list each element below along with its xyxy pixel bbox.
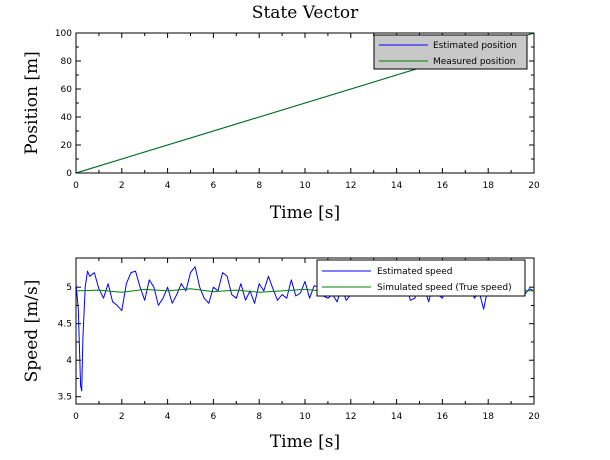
position-chart: State Vector 0 2 4 6 8 10 12 14 16 18 20 0 20 40 60 80 1… xyxy=(22,3,540,223)
x-tick-label: 6 xyxy=(211,181,217,191)
x-tick-label: 12 xyxy=(345,412,356,422)
x-tick-label: 0 xyxy=(73,412,79,422)
legend-label-simulated-speed: Simulated speed (True speed) xyxy=(377,283,512,293)
x-tick-label: 2 xyxy=(119,412,125,422)
x-tick-label: 2 xyxy=(119,181,125,191)
y-tick-label: 100 xyxy=(55,29,72,39)
speed-chart: 0 2 4 6 8 10 12 14 16 18 20 3.5 4 4.5 5 Time [s] Speed… xyxy=(22,257,540,452)
x-tick-label: 0 xyxy=(73,181,79,191)
x-tick-label: 10 xyxy=(299,181,311,191)
x-tick-label: 8 xyxy=(256,181,262,191)
x-tick-label: 8 xyxy=(256,412,262,422)
legend: Estimated speed Simulated speed (True sp… xyxy=(316,259,526,297)
x-tick-label: 20 xyxy=(528,412,540,422)
x-tick-label: 12 xyxy=(345,181,356,191)
chart-title: State Vector xyxy=(252,3,359,23)
legend-box xyxy=(316,259,526,297)
x-tick-label: 16 xyxy=(437,181,449,191)
x-axis-label: Time [s] xyxy=(270,432,340,452)
y-tick-label: 4.5 xyxy=(58,320,72,330)
x-axis-label: Time [s] xyxy=(270,203,340,223)
x-tick-label: 16 xyxy=(437,412,449,422)
x-tick-label: 20 xyxy=(528,181,540,191)
x-tick-label: 4 xyxy=(165,181,171,191)
legend-label-estimated-speed: Estimated speed xyxy=(377,267,453,277)
x-tick-label: 14 xyxy=(391,412,403,422)
y-axis-label: Speed [m/s] xyxy=(22,280,42,383)
legend-label-measured-position: Measured position xyxy=(433,57,515,67)
y-tick-label: 4 xyxy=(66,356,72,366)
legend: Estimated position Measured position xyxy=(373,34,528,70)
y-tick-label: 5 xyxy=(66,283,72,293)
x-tick-label: 18 xyxy=(482,181,494,191)
legend-box xyxy=(373,34,528,70)
y-tick-label: 40 xyxy=(61,113,73,123)
y-tick-label: 80 xyxy=(61,57,73,67)
x-tick-label: 10 xyxy=(299,412,311,422)
legend-label-estimated-position: Estimated position xyxy=(433,41,517,51)
y-tick-label: 20 xyxy=(61,141,73,151)
y-tick-label: 0 xyxy=(66,169,72,179)
x-tick-label: 4 xyxy=(165,412,171,422)
x-tick-label: 18 xyxy=(482,412,494,422)
y-axis-label: Position [m] xyxy=(22,51,42,154)
y-tick-label: 60 xyxy=(61,85,73,95)
x-tick-label: 6 xyxy=(211,412,217,422)
y-tick-label: 3.5 xyxy=(58,393,72,403)
x-tick-label: 14 xyxy=(391,181,403,191)
